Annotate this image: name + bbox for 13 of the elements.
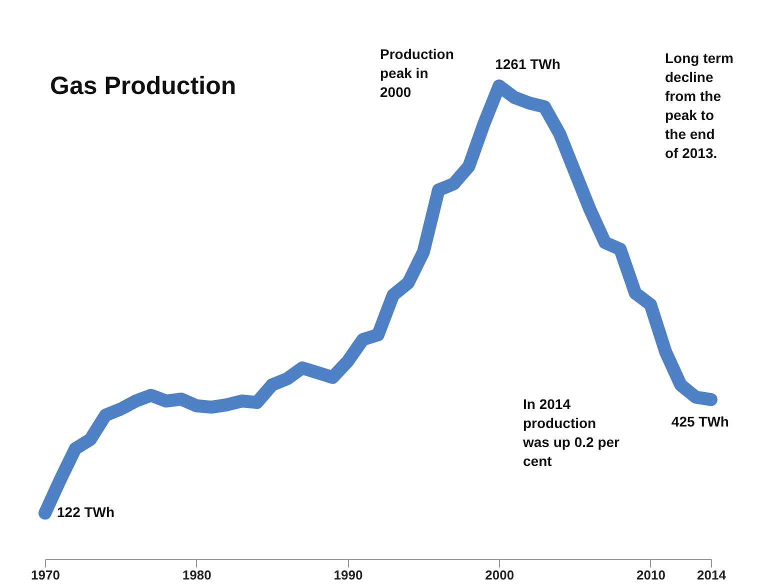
x-tick-label: 2000 [485,568,514,582]
annotation: 1261 TWh [495,56,560,72]
x-tick-label: 2010 [636,568,666,582]
chart-title: Gas Production [50,72,236,100]
annotation: 122 TWh [57,504,115,520]
x-tick-label: 2014 [697,568,727,582]
x-tick-label: 1970 [31,568,60,582]
x-tick-label: 1980 [182,568,212,582]
annotation: In 2014 production was up 0.2 per cent [522,396,620,469]
annotation: Long term decline from the peak to the end of 2013. [665,50,734,161]
annotation: Production peak in 2000 [380,46,454,100]
annotation: 425 TWh [671,414,729,430]
x-tick-label: 1990 [334,568,363,582]
